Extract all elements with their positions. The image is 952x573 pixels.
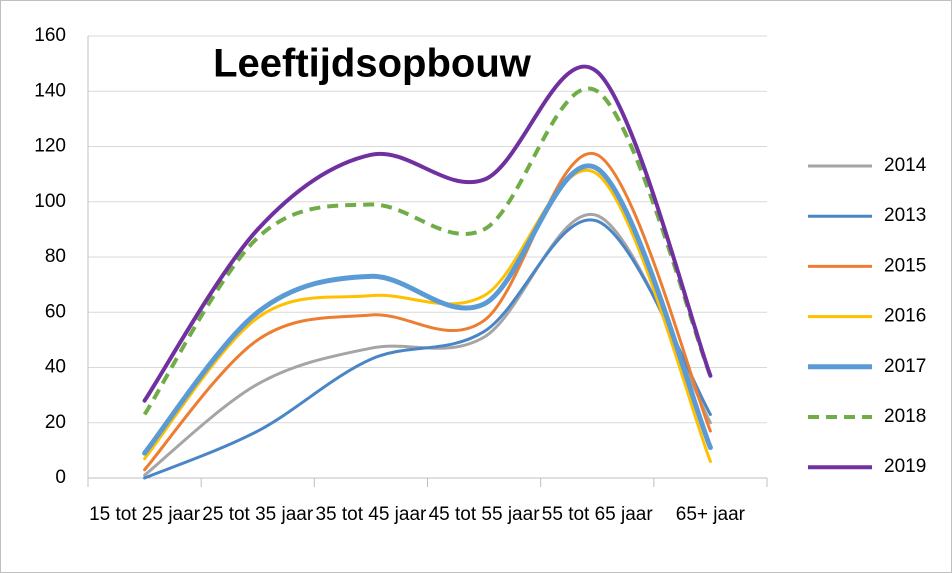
legend-label: 2016 [884, 306, 926, 327]
series-line [142, 163, 713, 456]
legend-label: 2015 [884, 255, 926, 276]
legend-label: 2019 [884, 456, 926, 477]
legend-label: 2017 [884, 356, 926, 377]
y-tick-label: 0 [55, 467, 66, 488]
y-tick-label: 100 [34, 191, 66, 212]
y-tick-label: 160 [34, 25, 66, 46]
legend-label: 2014 [884, 155, 927, 176]
series-line [143, 218, 712, 480]
legend-label: 2013 [884, 205, 926, 226]
y-tick-label: 140 [34, 80, 66, 101]
x-tick-label: 25 tot 35 jaar [202, 504, 314, 525]
y-tick-label: 60 [45, 301, 66, 322]
x-tick-label: 65+ jaar [675, 504, 745, 525]
series-line [143, 151, 712, 472]
y-tick-label: 40 [45, 357, 66, 378]
x-tick-label: 55 tot 65 jaar [541, 504, 653, 525]
y-tick-label: 120 [34, 136, 66, 157]
x-tick-label: 35 tot 45 jaar [315, 504, 427, 525]
series-line [142, 86, 713, 416]
legend-label: 2018 [884, 406, 926, 427]
x-tick-label: 45 tot 55 jaar [428, 504, 540, 525]
y-tick-label: 20 [45, 412, 66, 433]
series-line [142, 64, 713, 403]
y-tick-label: 80 [45, 246, 66, 267]
series-line [143, 169, 712, 463]
chart-title: Leeftijdsopbouw [213, 42, 532, 86]
series-line [143, 212, 712, 477]
x-tick-label: 15 tot 25 jaar [89, 504, 201, 525]
